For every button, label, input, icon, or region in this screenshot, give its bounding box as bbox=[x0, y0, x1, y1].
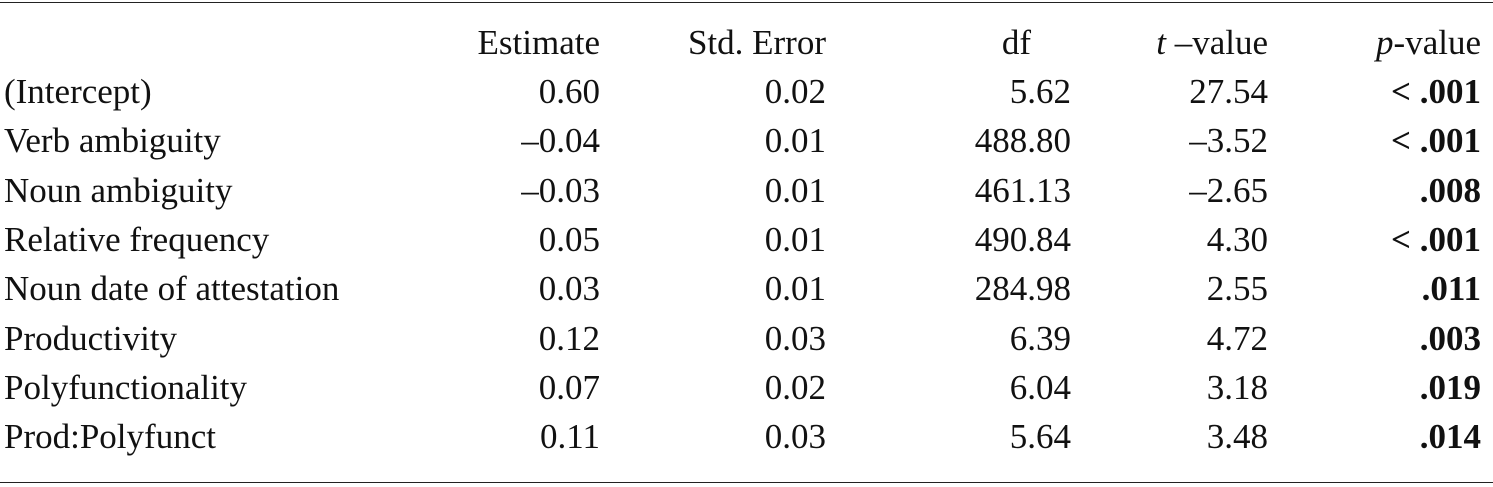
header-t-suffix: –value bbox=[1165, 23, 1268, 62]
cell-p-value: < .001 bbox=[1391, 220, 1481, 260]
cell-estimate: 0.60 bbox=[538, 72, 600, 112]
cell-df: 284.98 bbox=[974, 269, 1071, 309]
table-row: Relative frequency 0.05 0.01 490.84 4.30 < .0… bbox=[0, 215, 1493, 264]
cell-t-value: 27.54 bbox=[1189, 72, 1268, 112]
cell-term: Prod:Polyfunct bbox=[4, 417, 216, 457]
cell-estimate: 0.05 bbox=[538, 220, 600, 260]
header-row: Estimate Std. Error df t –value p-value bbox=[0, 18, 1493, 67]
cell-term: Noun date of attestation bbox=[4, 269, 340, 309]
cell-term: Relative frequency bbox=[4, 220, 270, 260]
cell-p-value: .008 bbox=[1419, 170, 1481, 210]
cell-df: 5.64 bbox=[1009, 417, 1071, 457]
header-std-error: Std. Error bbox=[687, 23, 826, 62]
table-row: Polyfunctionality 0.07 0.02 6.04 3.18 .019 bbox=[0, 363, 1493, 412]
cell-estimate: 0.03 bbox=[538, 269, 600, 309]
cell-term: Verb ambiguity bbox=[4, 121, 221, 161]
cell-t-value: 3.18 bbox=[1206, 367, 1268, 407]
table-row: Verb ambiguity –0.04 0.01 488.80 –3.52 < .001 bbox=[0, 116, 1493, 165]
cell-term: (Intercept) bbox=[4, 72, 152, 112]
cell-term: Productivity bbox=[4, 318, 178, 358]
cell-std-error: 0.01 bbox=[764, 220, 826, 260]
top-rule bbox=[0, 2, 1493, 3]
table-row: Noun ambiguity –0.03 0.01 461.13 –2.65 .008 bbox=[0, 166, 1493, 215]
cell-estimate: 0.12 bbox=[538, 318, 600, 358]
cell-df: 5.62 bbox=[1009, 72, 1071, 112]
header-t-italic: t bbox=[1156, 23, 1166, 62]
cell-df: 6.39 bbox=[1009, 318, 1071, 358]
cell-std-error: 0.01 bbox=[764, 170, 826, 210]
cell-std-error: 0.01 bbox=[764, 121, 826, 161]
table-row: Prod:Polyfunct 0.11 0.03 5.64 3.48 .014 bbox=[0, 412, 1493, 461]
cell-df: 461.13 bbox=[974, 170, 1071, 210]
cell-p-value: < .001 bbox=[1391, 121, 1481, 161]
cell-df: 6.04 bbox=[1009, 367, 1071, 407]
cell-df: 488.80 bbox=[974, 121, 1071, 161]
cell-std-error: 0.02 bbox=[764, 72, 826, 112]
cell-p-value: .011 bbox=[1421, 269, 1481, 309]
cell-estimate: 0.07 bbox=[538, 367, 600, 407]
cell-term: Noun ambiguity bbox=[4, 170, 233, 210]
cell-p-value: .003 bbox=[1419, 318, 1481, 358]
cell-estimate: 0.11 bbox=[540, 417, 600, 457]
header-p-value: p-value bbox=[1268, 18, 1493, 67]
cell-std-error: 0.03 bbox=[764, 318, 826, 358]
cell-t-value: –2.65 bbox=[1189, 170, 1268, 210]
header-estimate: Estimate bbox=[477, 23, 600, 62]
cell-t-value: 3.48 bbox=[1206, 417, 1268, 457]
cell-estimate: –0.03 bbox=[521, 170, 600, 210]
header-df: df bbox=[1001, 23, 1031, 62]
cell-t-value: 2.55 bbox=[1206, 269, 1268, 309]
cell-t-value: 4.30 bbox=[1206, 220, 1268, 260]
cell-df: 490.84 bbox=[974, 220, 1071, 260]
cell-p-value: .014 bbox=[1419, 417, 1481, 457]
table-row: (Intercept) 0.60 0.02 5.62 27.54 < .001 bbox=[0, 67, 1493, 116]
header-p-suffix: -value bbox=[1393, 23, 1481, 62]
header-p-italic: p bbox=[1376, 23, 1394, 62]
cell-estimate: –0.04 bbox=[521, 121, 600, 161]
table-row: Productivity 0.12 0.03 6.39 4.72 .003 bbox=[0, 313, 1493, 362]
cell-std-error: 0.02 bbox=[764, 367, 826, 407]
cell-std-error: 0.03 bbox=[764, 417, 826, 457]
table-row: Noun date of attestation 0.03 0.01 284.98 2.… bbox=[0, 264, 1493, 313]
cell-std-error: 0.01 bbox=[764, 269, 826, 309]
cell-term: Polyfunctionality bbox=[4, 367, 248, 407]
cell-t-value: 4.72 bbox=[1206, 318, 1268, 358]
header-term bbox=[0, 18, 400, 67]
cell-t-value: –3.52 bbox=[1189, 121, 1268, 161]
cell-p-value: .019 bbox=[1419, 367, 1481, 407]
header-t-value: t –value bbox=[1071, 18, 1268, 67]
regression-table: Estimate Std. Error df t –value p-value … bbox=[0, 18, 1493, 461]
bottom-rule bbox=[0, 482, 1493, 483]
cell-p-value: < .001 bbox=[1391, 72, 1481, 112]
